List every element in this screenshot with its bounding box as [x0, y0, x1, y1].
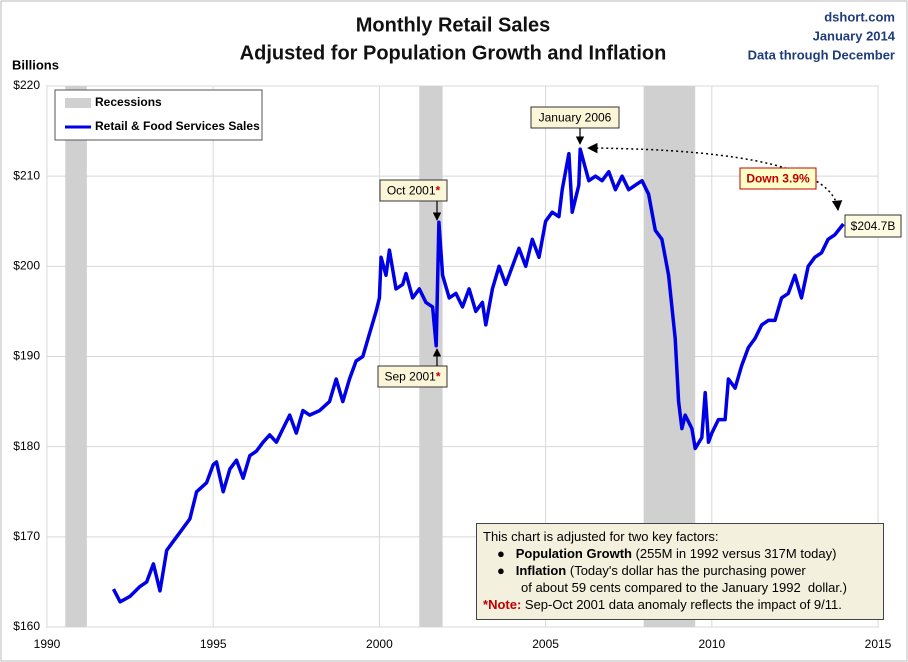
annotation-label: $204.7B	[851, 219, 896, 233]
annotation-box	[739, 167, 817, 190]
data-note: Data through December	[748, 47, 895, 62]
legend: Recessions Retail & Food Services Sales	[54, 89, 263, 141]
note-item: ● Population Growth (255M in 1992 versus…	[483, 545, 877, 562]
note-item-cont: of about 59 cents compared to the Januar…	[521, 580, 847, 595]
note-intro: This chart is adjusted for two key facto…	[483, 529, 719, 544]
y-tick-label: $210	[13, 168, 40, 182]
note-text: (255M in 1992 versus 317M today)	[631, 546, 837, 561]
note-bold: Inflation	[515, 563, 567, 578]
annotation-box	[377, 365, 448, 388]
annotation-text: January 2006	[539, 111, 612, 125]
note-bold: Note:	[488, 597, 522, 612]
x-tick-label: 2000	[366, 637, 393, 651]
x-tick-label: 2015	[865, 637, 892, 651]
note-item: ● Inflation (Today's dollar has the purc…	[483, 562, 877, 579]
annotation-label: Down 3.9%	[746, 172, 810, 186]
annotation-label: January 2006	[539, 111, 612, 125]
note-text: Sep-Oct 2001 data anomaly reflects the i…	[521, 597, 842, 612]
y-tick-label: $200	[13, 259, 40, 273]
note-box: This chart is adjusted for two key facto…	[476, 523, 884, 620]
date: January 2014	[813, 28, 896, 43]
annotation-box	[379, 179, 448, 202]
note-mark: *	[483, 597, 489, 612]
bullet: ●	[497, 546, 505, 561]
note-bold: Population Growth	[515, 546, 632, 561]
x-tick-label: 1990	[34, 637, 61, 651]
chart-title: Monthly Retail Sales	[356, 14, 551, 36]
recession-band	[419, 86, 443, 627]
source: dshort.com	[824, 9, 895, 24]
annotation-text: Oct 2001	[387, 184, 436, 198]
y-tick-label: $220	[13, 78, 40, 92]
x-tick-label: 1995	[200, 637, 227, 651]
note-text: (Today's dollar has the purchasing power	[566, 563, 806, 578]
y-tick-label: $170	[13, 529, 40, 543]
legend-label: Recessions	[95, 95, 162, 109]
y-tick-label: $160	[13, 619, 40, 633]
y-tick-label: $190	[13, 349, 40, 363]
annotation-label: Sep 2001*	[384, 370, 440, 384]
annotation-text: $204.7B	[851, 219, 896, 233]
bullet: ●	[497, 563, 505, 578]
x-tick-label: 2010	[698, 637, 725, 651]
chart-subtitle: Adjusted for Population Growth and Infla…	[240, 42, 667, 64]
annotation-label: Oct 2001*	[387, 184, 441, 198]
recession-band	[65, 86, 87, 627]
legend-swatch	[65, 98, 91, 108]
annotation-mark: *	[436, 370, 441, 384]
annotation-text: Sep 2001	[384, 370, 436, 384]
y-tick-label: $180	[13, 439, 40, 453]
note-footnote: *Note: Sep-Oct 2001 data anomaly reflect…	[483, 596, 877, 613]
y-axis-label: Billions	[12, 57, 59, 72]
annotation-text: Down 3.9%	[746, 172, 810, 186]
annotation-box	[530, 106, 620, 129]
dotted-arrow	[586, 142, 843, 212]
legend-label: Retail & Food Services Sales	[95, 119, 260, 133]
x-tick-label: 2005	[532, 637, 559, 651]
annotation-box	[844, 214, 902, 238]
data-line	[111, 147, 845, 604]
annotation-mark: *	[436, 184, 441, 198]
